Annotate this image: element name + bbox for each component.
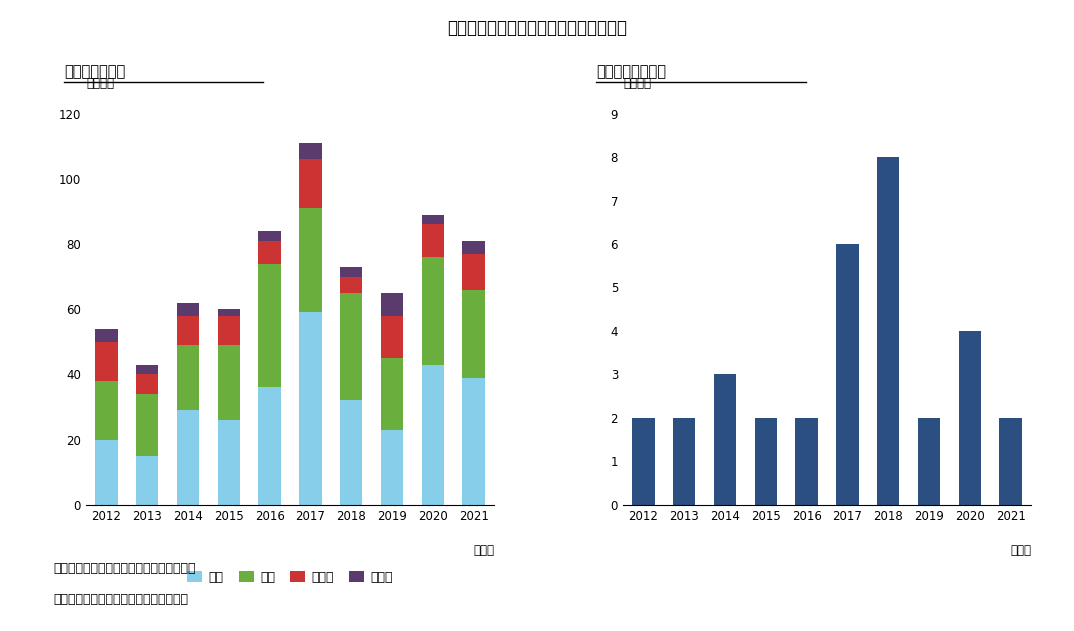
Bar (959, 331, 981, 505)
Text: （件数）: （件数） (623, 77, 651, 90)
Bar (218, 316, 240, 345)
Bar (177, 345, 199, 410)
Bar (422, 257, 444, 365)
Bar (918, 418, 940, 505)
Bar (259, 240, 280, 264)
Bar (300, 312, 321, 505)
Bar (714, 374, 736, 505)
Bar (673, 418, 695, 505)
Bar (340, 293, 362, 401)
Bar (340, 401, 362, 505)
Bar (136, 374, 158, 394)
Bar (755, 418, 777, 505)
Bar (300, 143, 321, 159)
Text: 企業買収件数推移: 企業買収件数推移 (596, 64, 666, 79)
Bar (463, 377, 484, 505)
Text: 注：外部提携数に企業買収件数は含まない: 注：外部提携数に企業買収件数は含まない (54, 562, 197, 575)
Bar (837, 244, 858, 505)
Bar (177, 303, 199, 316)
Text: （件数）: （件数） (86, 77, 114, 90)
Bar (96, 381, 117, 440)
Bar (633, 418, 654, 505)
Bar (218, 420, 240, 505)
Bar (463, 240, 484, 254)
Bar (381, 430, 403, 505)
Bar (218, 345, 240, 420)
Bar (463, 290, 484, 377)
Text: 図１　　外部提携数、企業買収件数推移: 図１ 外部提携数、企業買収件数推移 (447, 19, 627, 37)
Bar (300, 208, 321, 312)
Bar (136, 365, 158, 374)
Bar (177, 410, 199, 505)
Bar (422, 365, 444, 505)
Bar (96, 329, 117, 342)
Bar (381, 358, 403, 430)
Bar (136, 456, 158, 505)
Bar (340, 276, 362, 293)
Bar (259, 231, 280, 240)
Bar (136, 394, 158, 456)
Text: （年）: （年） (473, 544, 494, 557)
Bar (877, 157, 899, 505)
Bar (422, 225, 444, 257)
Bar (300, 159, 321, 208)
Bar (259, 387, 280, 505)
Text: （年）: （年） (1010, 544, 1031, 557)
Text: 外部提携数推移: 外部提携数推移 (64, 64, 126, 79)
Bar (381, 293, 403, 316)
Bar (96, 342, 117, 381)
Bar (463, 254, 484, 290)
Bar (381, 316, 403, 358)
Bar (218, 309, 240, 316)
Bar (1000, 418, 1021, 505)
Bar (259, 264, 280, 387)
Bar (422, 215, 444, 225)
Bar (340, 267, 362, 276)
Bar (96, 440, 117, 505)
Legend: 研究, 開発, 市販後, その他: 研究, 開発, 市販後, その他 (183, 566, 397, 589)
Bar (796, 418, 817, 505)
Text: 出所：各社プレスリリースをもとに作成: 出所：各社プレスリリースをもとに作成 (54, 593, 189, 606)
Bar (177, 316, 199, 345)
